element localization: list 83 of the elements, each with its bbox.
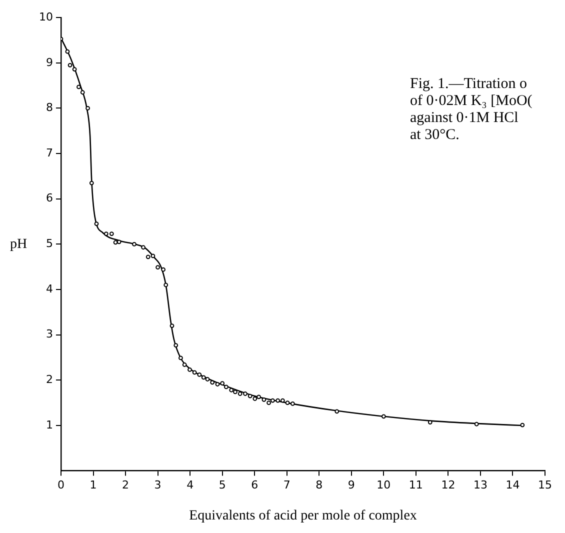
point <box>266 400 271 406</box>
x-tick-label: 2 <box>122 478 130 492</box>
point <box>229 388 234 392</box>
y-axis-title: pH <box>10 236 28 252</box>
point <box>243 392 248 396</box>
point <box>334 409 340 414</box>
point <box>280 398 285 403</box>
x-tick-label: 15 <box>538 478 552 492</box>
point <box>182 362 187 367</box>
y-tick-label: 5 <box>46 237 53 250</box>
point <box>86 106 90 110</box>
annotation: at 30°C. <box>410 127 460 143</box>
y-tick-label: 9 <box>46 56 53 69</box>
point <box>164 282 168 288</box>
point <box>474 422 479 426</box>
x-tick-label: 7 <box>283 478 290 492</box>
y-tick-label: 6 <box>46 192 53 205</box>
x-tick-label: 14 <box>506 478 520 492</box>
y-tick-label: 4 <box>46 282 53 296</box>
point <box>256 394 261 400</box>
annotation: of 0·02M K₃ [MoO( <box>410 93 532 109</box>
point <box>146 254 150 260</box>
x-tick-label: 12 <box>441 478 456 492</box>
point <box>68 62 72 68</box>
point <box>141 245 146 250</box>
point <box>248 394 252 398</box>
point <box>76 84 81 90</box>
annotation: against 0·1M HCl <box>410 110 518 126</box>
point <box>72 67 77 72</box>
point <box>262 397 266 402</box>
y-tick-label: 2 <box>46 373 53 386</box>
point <box>116 240 122 244</box>
point <box>285 400 290 406</box>
point <box>220 381 225 386</box>
point <box>89 180 94 186</box>
point <box>252 396 258 401</box>
point <box>233 390 238 394</box>
point <box>80 90 85 95</box>
x-tick-label: 3 <box>154 478 162 492</box>
x-axis-title: Equivalents of acid per mole of complex <box>189 508 417 524</box>
point <box>381 414 386 419</box>
x-tick-label: 0 <box>57 478 64 492</box>
point <box>156 265 160 270</box>
point <box>270 398 275 403</box>
point <box>238 392 242 396</box>
point <box>197 372 202 377</box>
annotation: Fig. 1.—Titration o <box>410 76 527 92</box>
point <box>170 324 174 328</box>
point <box>290 402 295 406</box>
point <box>178 356 183 360</box>
point <box>65 49 70 54</box>
point <box>215 382 220 386</box>
point <box>150 254 156 258</box>
point <box>201 375 206 380</box>
point <box>174 343 178 348</box>
x-tick-label: 4 <box>186 478 194 492</box>
point <box>192 370 197 375</box>
point <box>520 422 525 428</box>
x-tick-label: 10 <box>376 478 391 492</box>
y-tick-label: 7 <box>46 146 53 160</box>
point <box>109 232 114 236</box>
point <box>161 267 166 272</box>
x-tick-label: 9 <box>348 478 355 492</box>
point <box>132 242 136 246</box>
point <box>104 232 108 236</box>
point <box>205 377 210 382</box>
x-tick-label: 6 <box>251 478 258 492</box>
point <box>224 384 228 390</box>
point <box>113 240 118 245</box>
y-tick-label: 8 <box>46 101 53 114</box>
y-tick-label: 1 <box>46 418 53 432</box>
x-tick-label: 1 <box>90 478 97 492</box>
y-tick-label: 3 <box>46 328 53 341</box>
point <box>188 368 192 372</box>
x-tick-label: 13 <box>473 478 488 492</box>
point <box>94 222 99 226</box>
x-tick-label: 5 <box>218 478 226 492</box>
point <box>210 380 215 385</box>
x-tick-label: 8 <box>316 478 323 492</box>
x-tick-label: 11 <box>408 478 423 492</box>
point <box>428 420 432 425</box>
point <box>276 398 280 403</box>
y-tick-label: 10 <box>38 10 53 24</box>
